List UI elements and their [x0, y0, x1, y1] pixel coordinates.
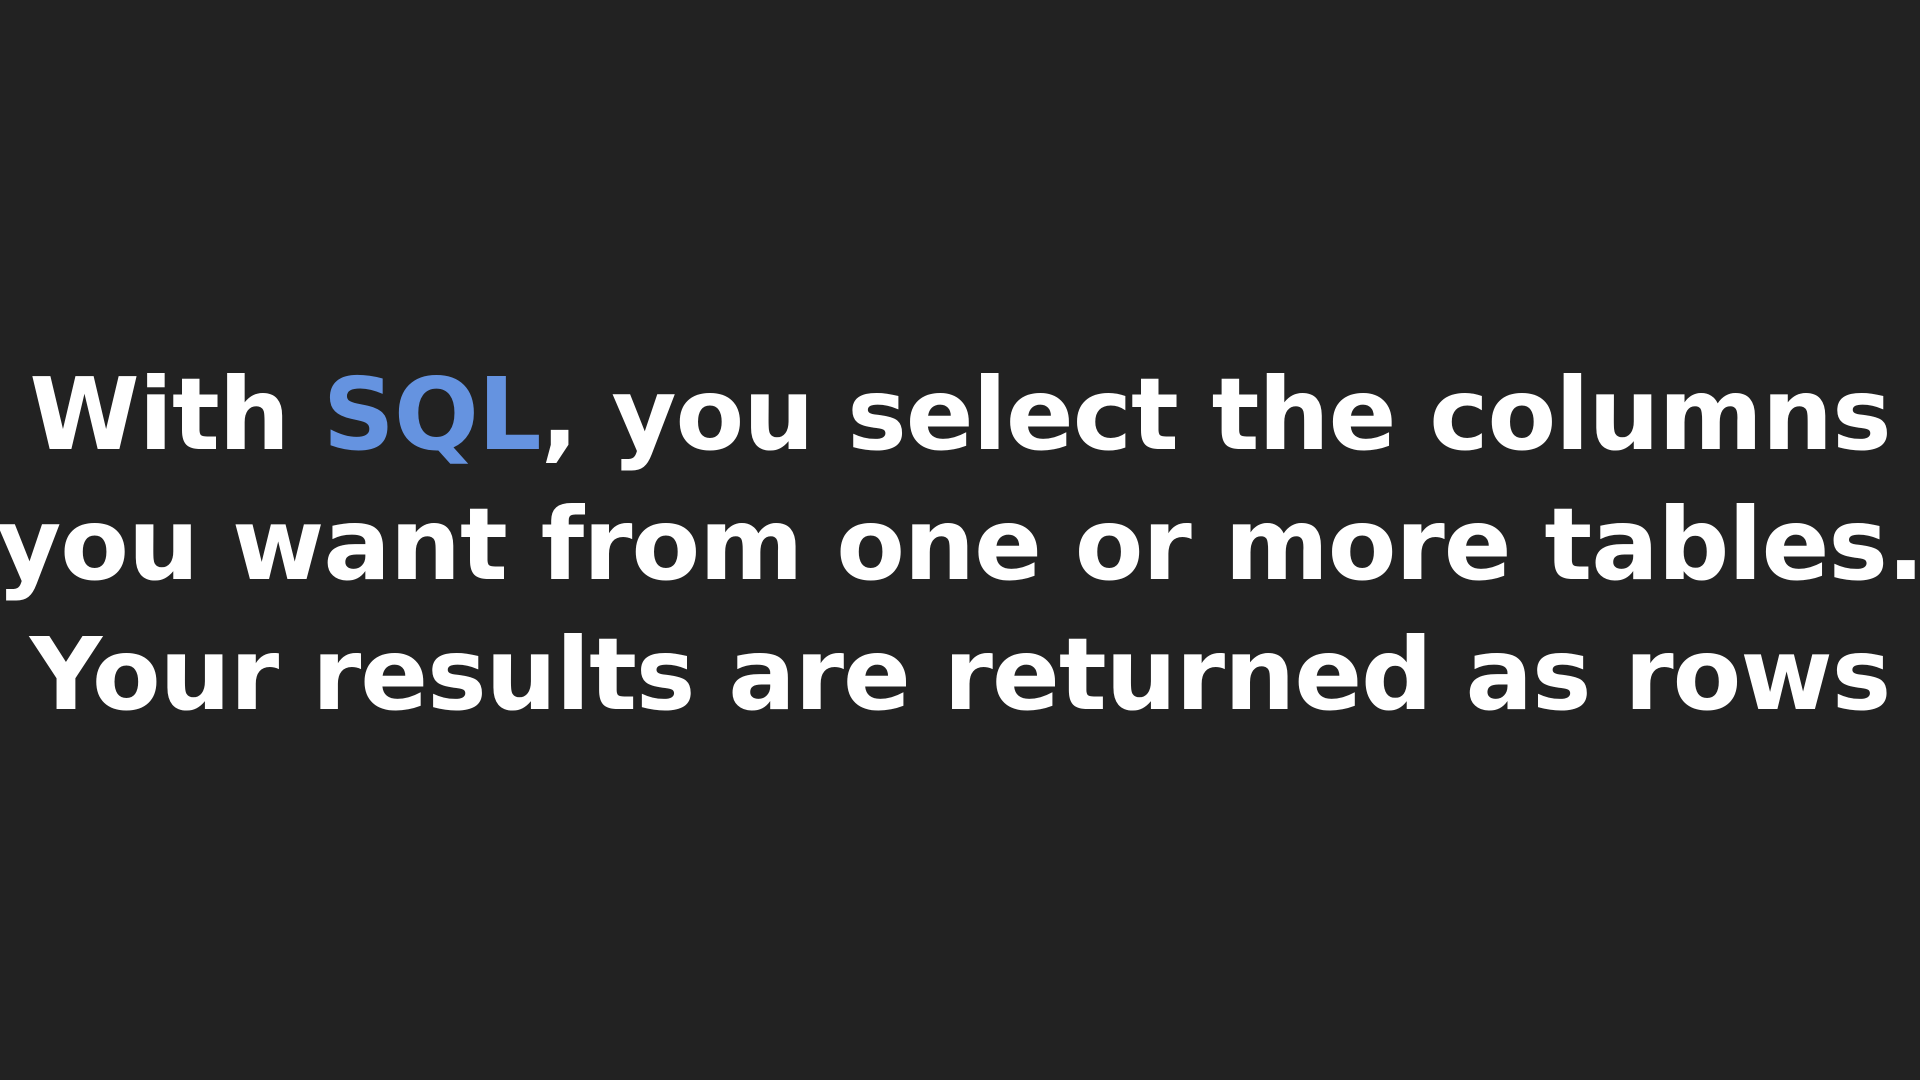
- caption-line-1-rest: , you select the columns: [540, 356, 1892, 473]
- caption-line-1: With SQL, you select the columns: [0, 350, 1920, 480]
- slide-caption: With SQL, you select the columns you wan…: [0, 350, 1920, 740]
- caption-line-2: you want from one or more tables.: [0, 486, 1920, 603]
- caption-line-3: Your results are returned as rows: [29, 616, 1892, 733]
- sql-highlight: SQL: [322, 356, 542, 473]
- caption-line-1-lead: With: [29, 356, 323, 473]
